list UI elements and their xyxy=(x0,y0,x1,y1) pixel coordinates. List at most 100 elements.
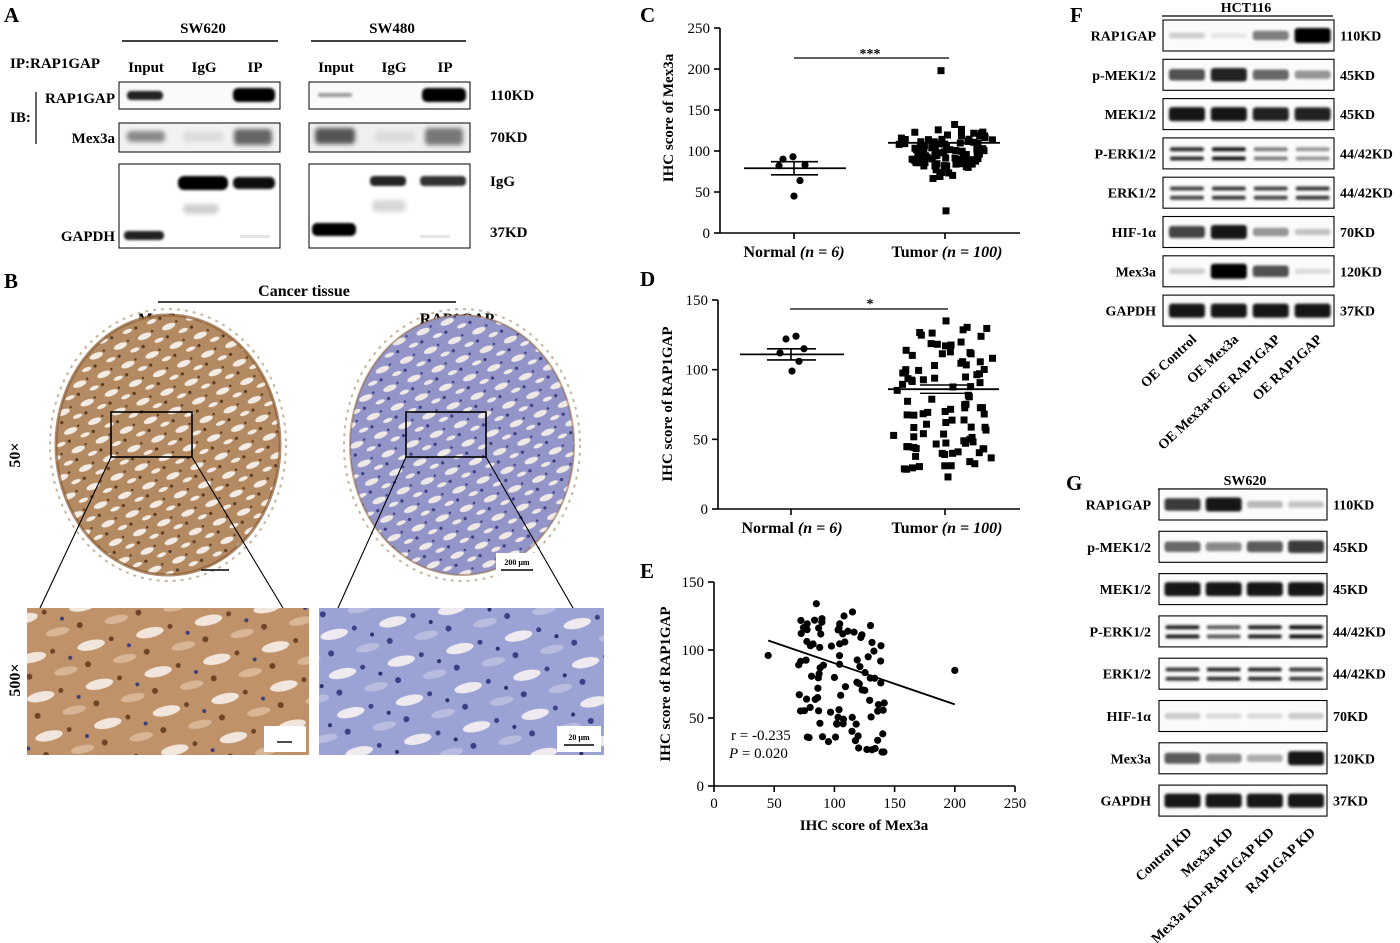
panel-g: G SW620 RAP1GAP 110KD p-MEK1/2 45KD MEK1/2 45… xyxy=(1066,471,1386,943)
d-point-tumor xyxy=(942,342,950,350)
c-point-tumor xyxy=(937,67,945,75)
e-point xyxy=(816,643,824,652)
c-point-tumor xyxy=(951,120,959,128)
row-gapdh-label: GAPDH xyxy=(61,229,115,245)
d-point-tumor xyxy=(957,359,965,367)
f-band xyxy=(1169,147,1204,152)
size-igg: IgG xyxy=(490,174,515,190)
ib-label: IB: xyxy=(10,110,31,126)
scale-bar-200um: 200 μm xyxy=(504,558,530,567)
c-point-tumor xyxy=(931,145,939,153)
d-point-tumor xyxy=(971,460,979,468)
e-point xyxy=(818,733,827,741)
g-band xyxy=(1246,793,1283,808)
c-point-tumor xyxy=(958,147,966,155)
f-band xyxy=(1210,107,1247,122)
d-point-tumor xyxy=(954,448,962,456)
c-point-tumor xyxy=(980,147,988,155)
c-y-tick-label: 150 xyxy=(688,103,711,119)
d-point-tumor xyxy=(890,431,898,439)
d-point-normal xyxy=(795,357,803,365)
cancer-tissue-title: Cancer tissue xyxy=(258,283,350,300)
e-point xyxy=(836,620,844,628)
e-x-tick-label: 50 xyxy=(767,796,782,812)
f-size-label: 44/42KD xyxy=(1340,147,1393,162)
e-point xyxy=(831,733,840,741)
d-point-normal xyxy=(782,335,790,343)
g-row-label: Mex3a xyxy=(1111,752,1151,767)
e-point xyxy=(807,672,816,680)
blot-a-sw480-igg-gapdh xyxy=(308,163,471,249)
sw480-header: SW480 xyxy=(369,21,415,37)
panel-e-label: E xyxy=(640,559,654,583)
mag-50x-label: 50× xyxy=(7,442,24,467)
f-size-label: 45KD xyxy=(1340,108,1375,123)
f-band xyxy=(1211,186,1246,191)
f-band xyxy=(1169,195,1204,200)
g-band xyxy=(1289,676,1323,681)
e-point xyxy=(870,647,878,655)
e-point xyxy=(827,642,836,650)
e-point xyxy=(811,616,819,624)
d-point-tumor xyxy=(987,454,995,462)
panel-f-label: F xyxy=(1070,3,1083,27)
e-point xyxy=(848,713,856,721)
c-point-tumor xyxy=(940,148,948,156)
f-band xyxy=(1252,303,1289,318)
e-point xyxy=(797,629,805,638)
c-point-tumor xyxy=(967,156,975,164)
e-point xyxy=(856,663,864,671)
e-point xyxy=(855,744,863,752)
d-point-tumor xyxy=(902,346,910,354)
g-row-label: GAPDH xyxy=(1100,795,1151,810)
blot-f-stack: RAP1GAP 110KD p-MEK1/2 45KD MEK1/2 45KD P-ERK1… xyxy=(1091,19,1393,327)
g-band xyxy=(1288,751,1324,766)
d-point-tumor xyxy=(932,440,940,448)
g-size-label: 45KD xyxy=(1333,541,1368,556)
d-point-tumor xyxy=(910,411,918,419)
d-y-tick-label: 50 xyxy=(693,432,708,448)
size-110kd: 110KD xyxy=(490,88,534,104)
e-point xyxy=(815,707,823,715)
d-point-tumor xyxy=(933,340,941,348)
e-point xyxy=(951,666,959,675)
e-point xyxy=(814,674,822,682)
f-size-label: 45KD xyxy=(1340,69,1375,84)
panel-b-label: B xyxy=(4,269,18,293)
f-band xyxy=(1210,68,1247,82)
f-band xyxy=(1252,265,1289,278)
c-point-tumor xyxy=(972,157,980,165)
blot-g-stack: RAP1GAP 110KD p-MEK1/2 45KD MEK1/2 45KD P-ERK1… xyxy=(1086,488,1386,817)
f-band xyxy=(1294,70,1331,80)
d-point-tumor xyxy=(957,338,965,346)
c-point-tumor xyxy=(928,155,936,163)
g-size-label: 45KD xyxy=(1333,583,1368,598)
e-point xyxy=(867,713,875,721)
d-point-tumor xyxy=(938,350,946,358)
f-band xyxy=(1253,195,1288,200)
e-y-tick-label: 150 xyxy=(682,575,705,591)
lane-input-2: Input xyxy=(318,60,354,76)
f-band xyxy=(1295,195,1330,200)
c-point-normal xyxy=(789,153,797,161)
f-band xyxy=(1294,268,1331,275)
g-band xyxy=(1164,793,1201,808)
c-point-tumor xyxy=(933,151,941,159)
panel-d-chart: D IHC score of RAP1GAP Normal (n = 6) Tu… xyxy=(640,267,1020,537)
c-point-tumor xyxy=(951,154,959,162)
d-point-tumor xyxy=(976,379,984,387)
f-band xyxy=(1252,107,1289,121)
e-x-tick-label: 0 xyxy=(710,796,718,812)
e-point xyxy=(795,661,803,669)
e-point xyxy=(797,616,805,625)
c-point-tumor xyxy=(931,162,939,170)
e-point xyxy=(835,652,844,660)
g-band xyxy=(1164,712,1201,720)
e-point xyxy=(877,642,885,650)
f-row-label: ERK1/2 xyxy=(1108,187,1156,202)
d-point-tumor xyxy=(899,380,907,388)
g-row-label: RAP1GAP xyxy=(1086,499,1152,514)
lane-ip-1: IP xyxy=(248,60,263,76)
f-cell-line: HCT116 xyxy=(1221,1,1272,16)
